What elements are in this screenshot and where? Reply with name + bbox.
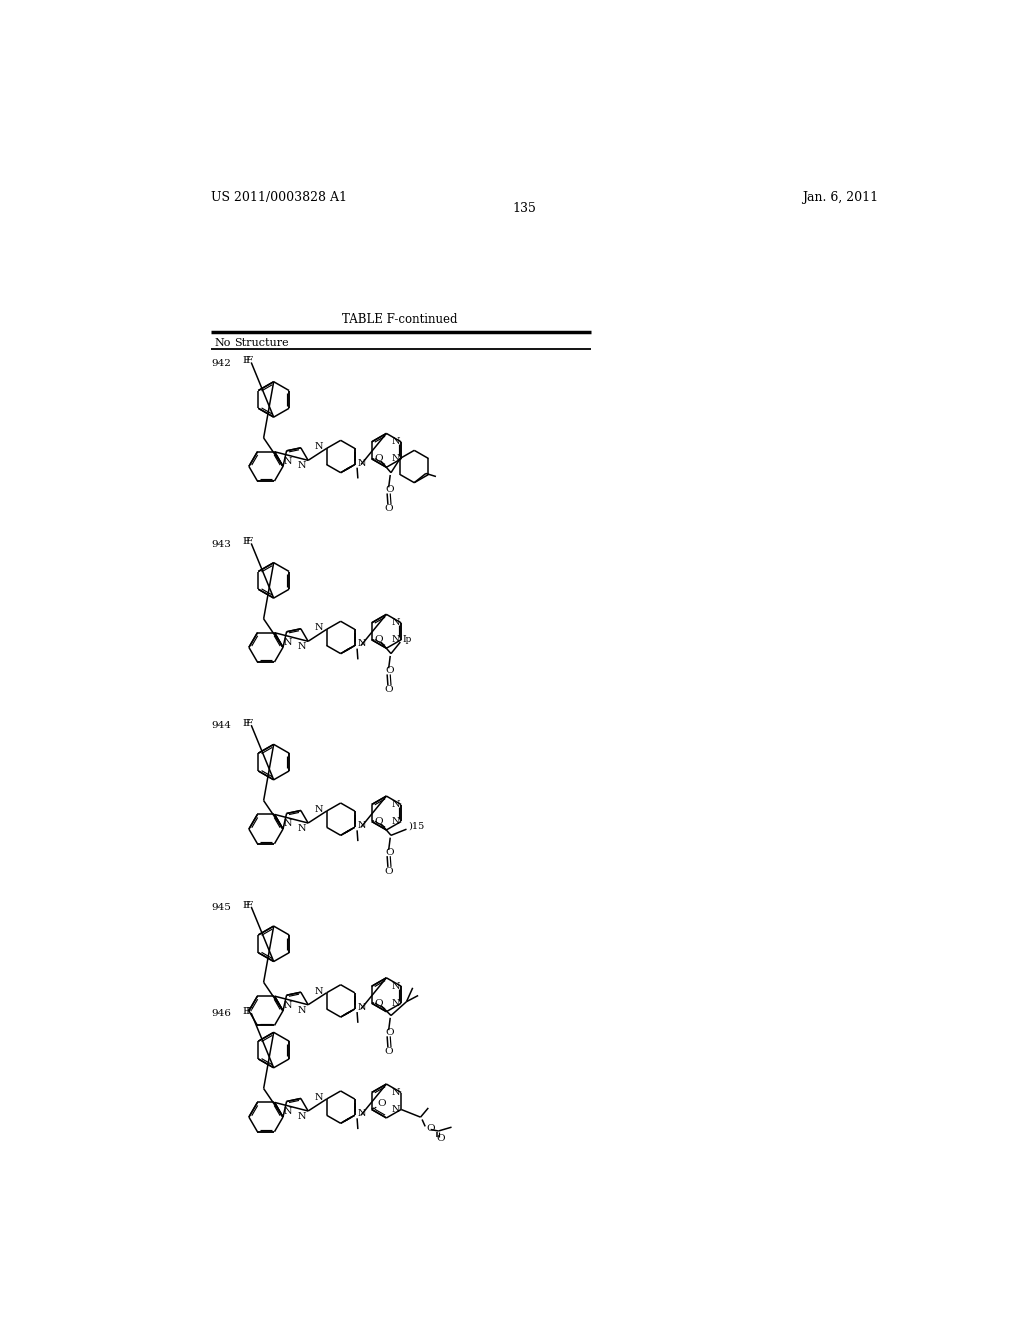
Text: O: O: [375, 454, 383, 463]
Text: N: N: [284, 1001, 292, 1010]
Text: N: N: [284, 638, 292, 647]
Text: F: F: [243, 537, 250, 546]
Text: N: N: [391, 1105, 399, 1114]
Text: N: N: [391, 982, 399, 991]
Text: N: N: [297, 1111, 306, 1121]
Text: N: N: [315, 1093, 324, 1102]
Text: N: N: [391, 800, 399, 809]
Text: O: O: [426, 1125, 434, 1133]
Text: N: N: [391, 437, 399, 446]
Text: N: N: [315, 987, 324, 995]
Text: N: N: [391, 454, 399, 463]
Text: O: O: [375, 999, 383, 1007]
Text: N: N: [391, 817, 399, 826]
Text: O: O: [384, 1047, 393, 1056]
Text: N: N: [297, 824, 306, 833]
Text: O: O: [386, 667, 394, 675]
Text: N: N: [357, 458, 366, 467]
Text: O: O: [384, 685, 393, 694]
Text: 944: 944: [211, 721, 230, 730]
Text: N: N: [297, 461, 306, 470]
Text: N: N: [284, 1107, 292, 1117]
Text: N: N: [357, 1003, 366, 1012]
Text: Jan. 6, 2011: Jan. 6, 2011: [802, 190, 879, 203]
Text: N: N: [315, 442, 324, 451]
Text: F: F: [246, 537, 253, 546]
Text: N: N: [357, 639, 366, 648]
Text: N: N: [391, 999, 399, 1007]
Text: N: N: [284, 820, 292, 829]
Text: N: N: [315, 805, 324, 814]
Text: O: O: [386, 847, 394, 857]
Text: )15: )15: [408, 821, 424, 830]
Text: O: O: [386, 486, 394, 494]
Text: 943: 943: [211, 540, 230, 549]
Text: No: No: [215, 338, 231, 347]
Text: F: F: [246, 356, 253, 366]
Text: O: O: [377, 1098, 386, 1107]
Text: Ip: Ip: [402, 635, 412, 644]
Text: N: N: [357, 821, 366, 830]
Text: N: N: [297, 1006, 306, 1015]
Text: F: F: [243, 1007, 250, 1016]
Text: F: F: [246, 1007, 253, 1016]
Text: F: F: [243, 900, 250, 909]
Text: N: N: [315, 623, 324, 632]
Text: TABLE F-continued: TABLE F-continued: [341, 313, 457, 326]
Text: 135: 135: [513, 202, 537, 215]
Text: F: F: [243, 356, 250, 366]
Text: US 2011/0003828 A1: US 2011/0003828 A1: [211, 190, 347, 203]
Text: N: N: [391, 618, 399, 627]
Text: 942: 942: [211, 359, 230, 367]
Text: O: O: [384, 867, 393, 876]
Text: 945: 945: [211, 903, 230, 912]
Text: O: O: [375, 817, 383, 826]
Text: N: N: [391, 635, 399, 644]
Text: O: O: [375, 635, 383, 644]
Text: F: F: [246, 900, 253, 909]
Text: N: N: [297, 642, 306, 651]
Text: Structure: Structure: [234, 338, 289, 347]
Text: F: F: [246, 719, 253, 729]
Text: O: O: [386, 1028, 394, 1038]
Text: O: O: [437, 1134, 445, 1143]
Text: N: N: [357, 1109, 366, 1118]
Text: 946: 946: [211, 1010, 230, 1018]
Text: N: N: [391, 1088, 399, 1097]
Text: N: N: [284, 457, 292, 466]
Text: F: F: [243, 719, 250, 729]
Text: O: O: [384, 504, 393, 513]
